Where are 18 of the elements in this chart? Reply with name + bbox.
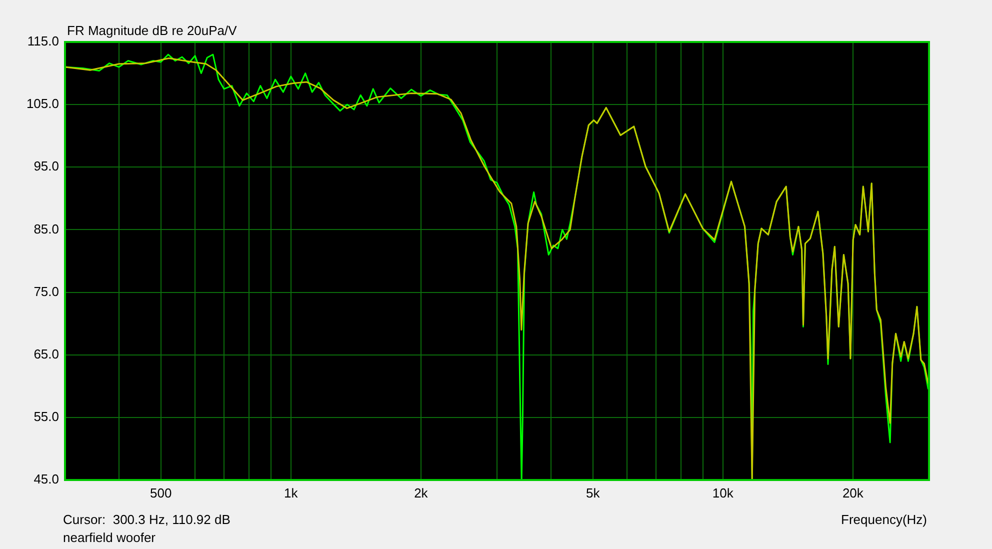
x-axis-title: Frequency(Hz) [841, 512, 927, 527]
y-tick-label: 45.0 [34, 472, 59, 487]
text: Cursor: 300.3 Hz, 110.92 dB [63, 512, 230, 527]
chart-title: FR Magnitude dB re 20uPa/V [67, 23, 238, 38]
y-tick-label: 85.0 [34, 221, 59, 236]
y-tick-label: 65.0 [34, 346, 59, 362]
x-tick-label: 10k [712, 485, 734, 500]
y-tick-label: 95.0 [34, 158, 59, 174]
x-tick-label: 2k [414, 485, 428, 500]
y-tick-label: 105.0 [26, 96, 59, 112]
x-tick-label: 1k [284, 485, 298, 500]
y-tick-label: 75.0 [34, 284, 59, 299]
y-tick-label: 55.0 [34, 409, 59, 424]
x-tick-label: 20k [842, 485, 864, 500]
text: nearfield woofer [63, 530, 156, 545]
y-tick-label: 115.0 [27, 34, 59, 49]
x-tick-label: 5k [586, 485, 600, 500]
x-tick-label: 500 [150, 485, 172, 500]
